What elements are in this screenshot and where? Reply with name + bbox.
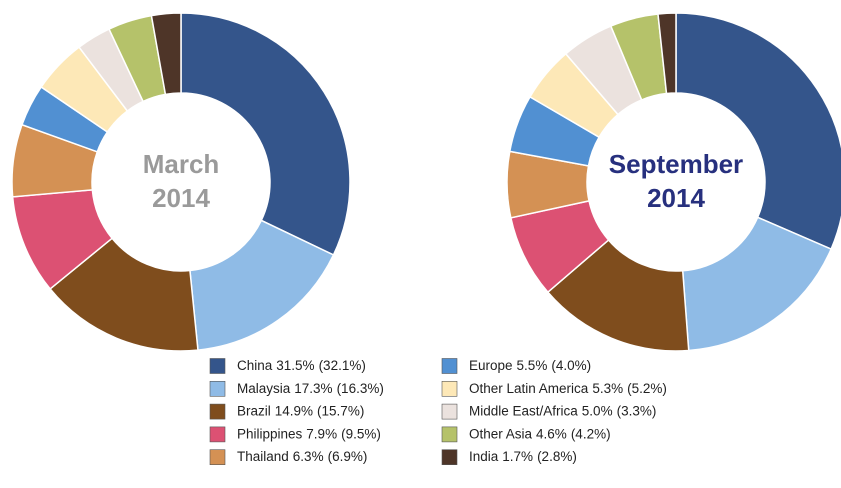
legend-label: Brazil 14.9% (15.7%) bbox=[237, 403, 364, 418]
legend-name: Middle East/Africa bbox=[469, 403, 578, 418]
legend-label: Thailand 6.3% (6.9%) bbox=[237, 449, 367, 464]
legend-value: 6.3% bbox=[293, 449, 324, 464]
legend-label: Malaysia 17.3% (16.3%) bbox=[237, 380, 384, 395]
legend-name: Philippines bbox=[237, 426, 303, 441]
chart-title: 2014 bbox=[152, 183, 210, 213]
legend-value: (16.3%) bbox=[337, 380, 384, 395]
legend-value: (15.7%) bbox=[317, 403, 364, 418]
legend-swatch bbox=[441, 358, 458, 374]
legend-swatch bbox=[209, 403, 226, 420]
chart-title: 2014 bbox=[647, 183, 705, 213]
legend-label: Other Latin America 5.3% (5.2%) bbox=[469, 380, 667, 395]
legend-value: 1.7% bbox=[502, 449, 533, 464]
legend-value: (9.5%) bbox=[341, 426, 381, 441]
legend-label: China 31.5% (32.1%) bbox=[237, 358, 366, 373]
legend-label: Other Asia 4.6% (4.2%) bbox=[469, 426, 611, 441]
legend-value: (6.9%) bbox=[328, 449, 368, 464]
legend-value: (4.2%) bbox=[571, 426, 611, 441]
legend-swatch bbox=[441, 426, 458, 443]
legend-swatch bbox=[441, 403, 458, 420]
legend-label: Middle East/Africa 5.0% (3.3%) bbox=[469, 403, 656, 418]
legend-name: India bbox=[469, 449, 499, 464]
legend-label: Philippines 7.9% (9.5%) bbox=[237, 426, 381, 441]
slice bbox=[675, 12, 841, 251]
chart-title: March bbox=[143, 149, 220, 179]
legend-value: 31.5% bbox=[276, 358, 314, 373]
legend-value: (5.2%) bbox=[627, 380, 667, 395]
legend-name: Brazil bbox=[237, 403, 271, 418]
legend-value: 14.9% bbox=[275, 403, 313, 418]
legend-value: 4.6% bbox=[536, 426, 567, 441]
slice bbox=[150, 12, 182, 96]
legend-name: Thailand bbox=[237, 449, 289, 464]
legend-swatch bbox=[209, 358, 226, 374]
legend-value: 17.3% bbox=[294, 380, 332, 395]
legend-value: 5.3% bbox=[592, 380, 623, 395]
legend-name: China bbox=[237, 358, 273, 373]
legend-swatch bbox=[441, 449, 458, 466]
slice bbox=[180, 12, 351, 256]
slice bbox=[657, 12, 677, 95]
legend-swatch bbox=[441, 380, 458, 397]
legend-label: India 1.7% (2.8%) bbox=[469, 449, 577, 464]
legend-name: Europe bbox=[469, 358, 513, 373]
legend-value: (32.1%) bbox=[319, 358, 366, 373]
legend-value: (3.3%) bbox=[617, 403, 657, 418]
chart-title: September bbox=[609, 149, 743, 179]
legend-value: 5.5% bbox=[517, 358, 548, 373]
legend-name: Other Asia bbox=[469, 426, 533, 441]
legend-value: 7.9% bbox=[306, 426, 337, 441]
legend-name: Other Latin America bbox=[469, 380, 589, 395]
legend-swatch bbox=[209, 380, 226, 397]
legend-value: 5.0% bbox=[582, 403, 613, 418]
legend-name: Malaysia bbox=[237, 380, 291, 395]
legend-label: Europe 5.5% (4.0%) bbox=[469, 358, 591, 373]
legend-swatch bbox=[209, 449, 226, 466]
legend-swatch bbox=[209, 426, 226, 443]
legend-value: (2.8%) bbox=[537, 449, 577, 464]
legend-value: (4.0%) bbox=[551, 358, 591, 373]
